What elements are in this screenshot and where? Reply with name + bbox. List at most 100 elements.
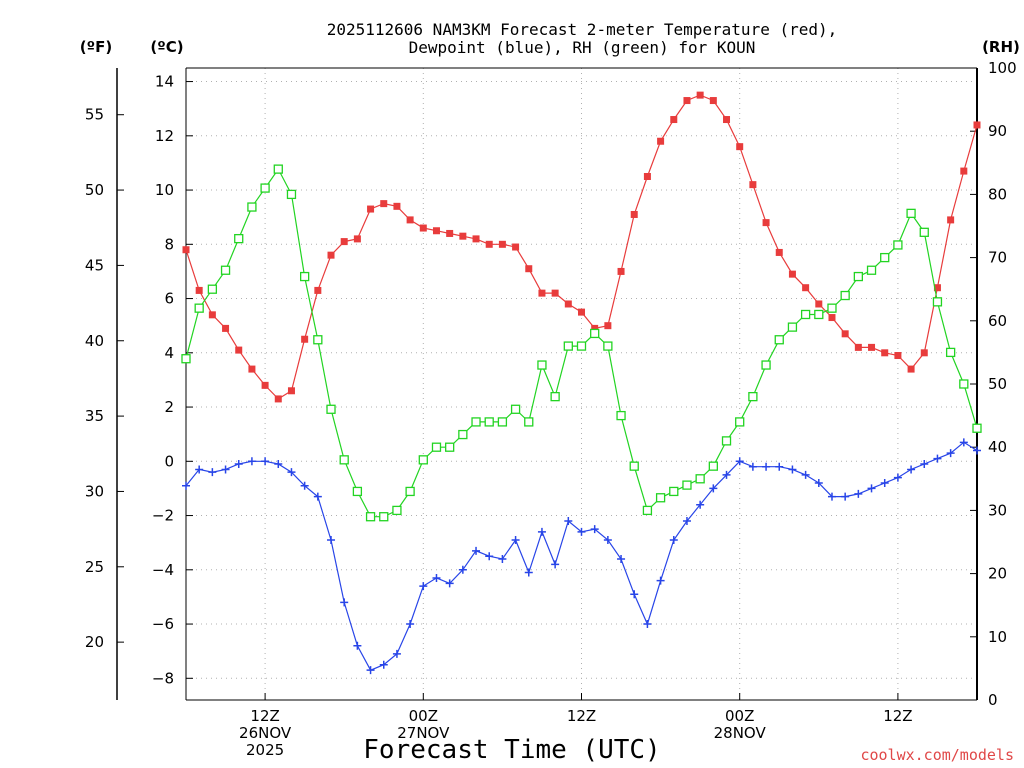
rh-point	[340, 456, 348, 464]
dewpoint-point	[261, 457, 269, 465]
rh-point	[301, 273, 309, 281]
2-meter-temperature-point	[868, 344, 875, 351]
x-axis-label: Forecast Time (UTC)	[363, 735, 660, 765]
rh-point	[287, 190, 295, 198]
2-meter-temperature-point	[235, 347, 242, 354]
2-meter-temperature-point	[842, 330, 849, 337]
dewpoint-point	[868, 484, 876, 492]
2-meter-temperature-point	[380, 200, 387, 207]
series-layer	[182, 92, 981, 675]
2-meter-temperature-point	[815, 300, 822, 307]
dewpoint-point	[432, 574, 440, 582]
2-meter-temperature-point	[828, 314, 835, 321]
rh-point	[498, 418, 506, 426]
rh-point	[854, 273, 862, 281]
rh-point	[683, 481, 691, 489]
dewpoint-point	[551, 560, 559, 568]
2-meter-temperature-point	[407, 216, 414, 223]
2-meter-temperature-point	[499, 241, 506, 248]
x-tick-label: 12Z	[883, 707, 912, 725]
celsius-unit-label: (ºC)	[150, 38, 183, 56]
rh-point	[564, 342, 572, 350]
rh-point	[815, 310, 823, 318]
fahrenheit-tick-label: 40	[85, 332, 104, 350]
2-meter-temperature-point	[275, 395, 282, 402]
2-meter-temperature-point	[697, 92, 704, 99]
dewpoint-point	[406, 620, 414, 628]
celsius-tick-label: 0	[164, 452, 174, 470]
fahrenheit-tick-label: 35	[85, 407, 104, 425]
celsius-tick-label: −4	[152, 561, 174, 579]
celsius-tick-label: 10	[155, 181, 174, 199]
celsius-tick-label: 6	[164, 290, 174, 308]
rh-point	[235, 235, 243, 243]
dewpoint-point	[907, 465, 915, 473]
rh-point	[446, 443, 454, 451]
2-meter-temperature-point	[341, 238, 348, 245]
rh-point	[933, 298, 941, 306]
2-meter-temperature-point	[512, 244, 519, 251]
rh-point	[604, 342, 612, 350]
celsius-tick-label: −8	[152, 669, 174, 687]
2-meter-temperature-point	[855, 344, 862, 351]
2-meter-temperature-point	[473, 235, 480, 242]
dewpoint-point	[512, 536, 520, 544]
fahrenheit-tick-label: 55	[85, 106, 104, 124]
rh-tick-label: 10	[988, 628, 1007, 646]
rh-point	[630, 462, 638, 470]
rh-point	[538, 361, 546, 369]
rh-point	[894, 241, 902, 249]
rh-tick-label: 0	[988, 691, 998, 709]
rh-tick-label: 70	[988, 249, 1007, 267]
chart-title-line-2: Dewpoint (blue), RH (green) for KOUN	[409, 38, 756, 57]
fahrenheit-tick-label: 30	[85, 482, 104, 500]
rh-point	[643, 506, 651, 514]
rh-point	[670, 487, 678, 495]
rh-point	[868, 266, 876, 274]
x-tick-label: 00Z	[725, 707, 754, 725]
rh-point	[657, 494, 665, 502]
2-meter-temperature-point	[446, 230, 453, 237]
dewpoint-point	[538, 528, 546, 536]
2-meter-temperature-point	[354, 235, 361, 242]
dewpoint-point	[749, 463, 757, 471]
rh-point	[960, 380, 968, 388]
fahrenheit-tick-label: 25	[85, 558, 104, 576]
2-meter-temperature-point	[420, 225, 427, 232]
x-tick-label: 2025	[246, 741, 284, 759]
2-meter-temperature-point	[183, 246, 190, 253]
2-meter-temperature-point	[710, 97, 717, 104]
rh-tick-label: 20	[988, 565, 1007, 583]
rh-point	[314, 336, 322, 344]
2-meter-temperature-point	[723, 116, 730, 123]
celsius-tick-label: 12	[155, 127, 174, 145]
2-meter-temperature-point	[604, 322, 611, 329]
rh-point	[261, 184, 269, 192]
celsius-tick-label: 14	[155, 73, 174, 91]
2-meter-temperature-point	[802, 284, 809, 291]
2-meter-temperature-point	[908, 366, 915, 373]
rh-point	[907, 209, 915, 217]
rh-tick-label: 80	[988, 185, 1007, 203]
rh-point	[512, 405, 520, 413]
dewpoint-point	[353, 642, 361, 650]
celsius-tick-label: 8	[164, 235, 174, 253]
x-tick-label: 12Z	[250, 707, 279, 725]
dewpoint-point	[643, 620, 651, 628]
dewpoint-point	[222, 465, 230, 473]
rh-point	[551, 393, 559, 401]
axes: −8−6−4−202468101214202530354045505501020…	[85, 59, 1017, 759]
2-meter-temperature-point	[736, 143, 743, 150]
dewpoint-point	[485, 552, 493, 560]
rh-point	[749, 393, 757, 401]
rh-point	[920, 228, 928, 236]
2-meter-temperature-point	[578, 309, 585, 316]
dewpoint-point	[630, 590, 638, 598]
rh-point	[828, 304, 836, 312]
celsius-tick-label: −6	[152, 615, 174, 633]
2-meter-temperature-point	[262, 382, 269, 389]
rh-point	[274, 165, 282, 173]
rh-point	[881, 254, 889, 262]
2-meter-temperature-point	[565, 300, 572, 307]
dewpoint-point	[657, 577, 665, 585]
